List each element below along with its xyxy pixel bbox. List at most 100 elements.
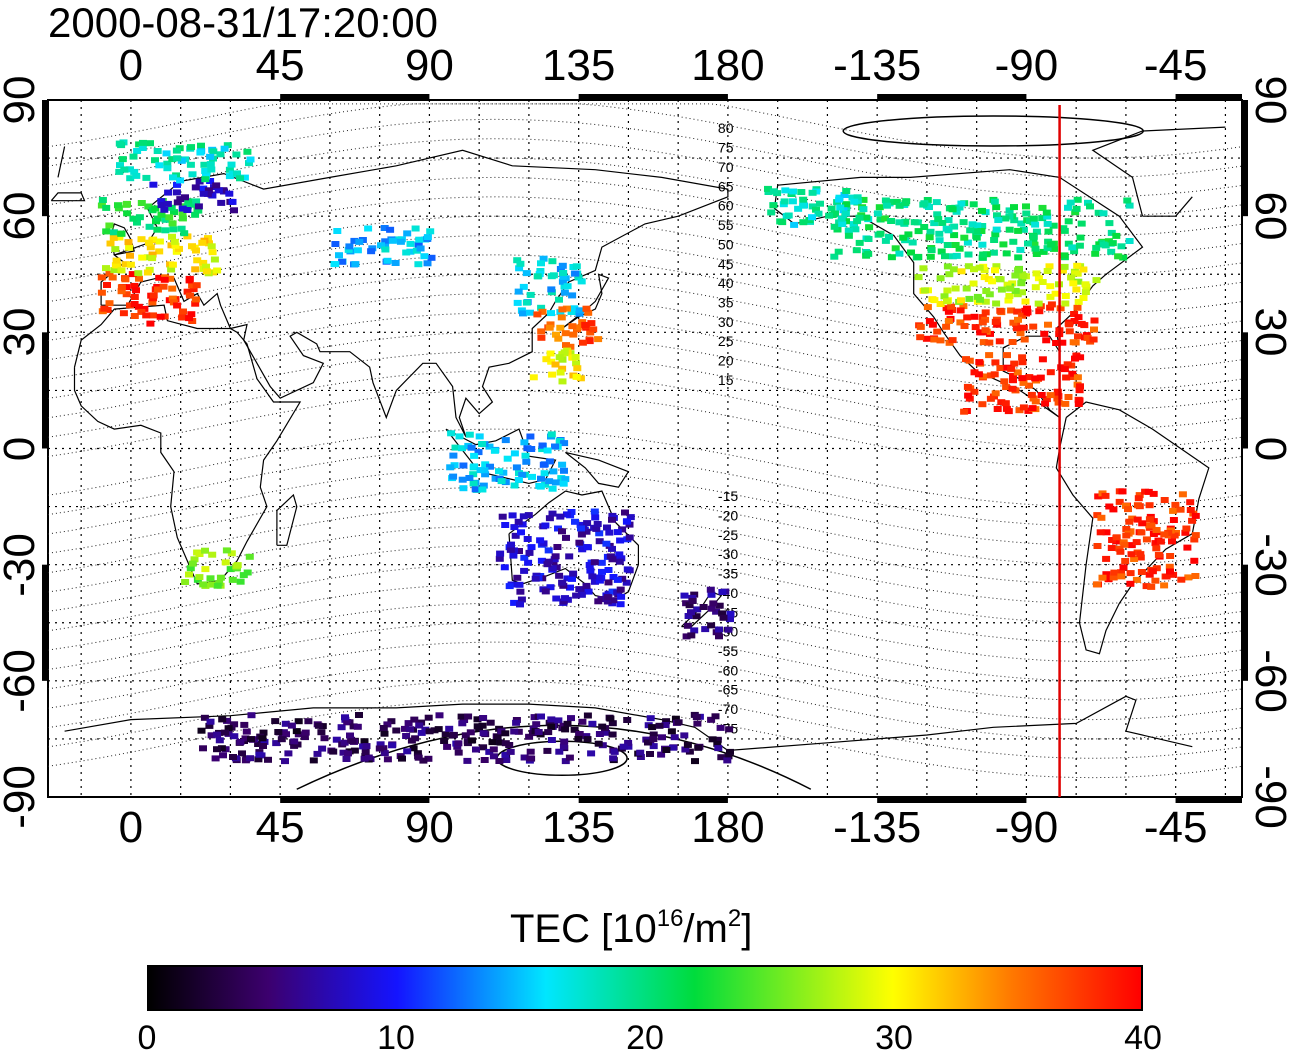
tec-cell <box>609 597 618 604</box>
tec-cell <box>834 248 843 255</box>
tec-cell <box>585 562 594 568</box>
mlat-label: 55 <box>718 217 734 233</box>
tec-cell <box>1068 370 1077 377</box>
tec-cell <box>213 731 222 738</box>
tec-cell <box>681 746 690 753</box>
tec-cell <box>391 260 400 266</box>
tec-cell <box>533 311 542 318</box>
tec-cell <box>1044 228 1053 235</box>
tec-cell <box>116 162 124 169</box>
tec-cell <box>424 755 433 762</box>
tec-cell <box>539 255 548 262</box>
tec-cell <box>563 720 572 727</box>
tec-cell <box>546 321 555 328</box>
tec-cell <box>554 335 563 342</box>
tec-cell <box>572 592 581 599</box>
tec-cell <box>598 568 606 575</box>
tec-cell <box>683 622 692 629</box>
tec-cell <box>206 161 215 168</box>
tec-cell <box>941 253 949 260</box>
tec-cell <box>991 318 1000 325</box>
tec-cell <box>204 187 213 194</box>
tec-cell <box>255 751 264 758</box>
tec-cell <box>480 757 489 763</box>
tec-cell <box>526 748 535 755</box>
tec-cell <box>1169 507 1178 514</box>
tec-cell <box>114 202 122 209</box>
tec-cell <box>561 726 570 733</box>
tec-cell <box>713 736 722 743</box>
tec-cell <box>977 228 986 234</box>
tec-cell <box>808 203 817 210</box>
tec-cell <box>1117 569 1125 576</box>
tec-cell <box>577 525 585 532</box>
tec-cell <box>764 185 772 192</box>
tec-cell <box>568 323 577 330</box>
tec-cell <box>960 408 969 415</box>
tec-cell <box>560 738 569 745</box>
tec-cell <box>595 538 604 545</box>
tec-cell <box>293 741 302 748</box>
tec-cell <box>406 248 415 255</box>
tec-cell <box>1070 318 1079 324</box>
tec-cell <box>1075 397 1084 404</box>
tec-cell <box>501 740 510 747</box>
tec-cell <box>1008 385 1017 392</box>
tec-cell <box>223 142 232 149</box>
tec-cell <box>608 731 617 738</box>
mlat-contour-north-pole <box>842 115 1144 147</box>
tec-cell <box>199 185 208 192</box>
tec-cell <box>1099 210 1108 217</box>
tec-cell <box>1073 304 1082 311</box>
tec-cell <box>230 207 238 214</box>
tec-cell <box>538 308 547 315</box>
tec-cell <box>536 268 545 274</box>
tec-cell <box>411 225 420 232</box>
tec-cell <box>985 339 994 346</box>
tec-cell <box>331 261 340 268</box>
lat-tick-left: 90 <box>0 75 44 125</box>
lat-tick-right: 90 <box>1246 75 1292 125</box>
tec-cell <box>701 626 710 633</box>
tec-cell <box>155 162 164 169</box>
tec-cell <box>997 286 1006 293</box>
tec-cell <box>569 331 578 338</box>
tec-cell <box>168 156 177 163</box>
mlat-label: 20 <box>718 353 734 369</box>
tec-cell <box>105 300 114 307</box>
tec-cell <box>198 239 207 246</box>
tec-cell <box>598 742 607 749</box>
tec-cell <box>685 748 694 755</box>
tec-cell <box>1104 576 1113 583</box>
tec-cell <box>245 553 254 560</box>
tec-cell <box>1034 275 1043 282</box>
tec-cell <box>110 267 119 274</box>
tec-cell <box>1154 551 1163 558</box>
tec-cell <box>558 528 566 535</box>
tec-cell <box>495 468 503 475</box>
tec-cell <box>383 257 392 264</box>
tec-cell <box>547 310 555 317</box>
tec-cell <box>510 524 519 531</box>
tec-cell <box>1117 573 1126 580</box>
tec-cell <box>575 539 584 546</box>
tec-cell <box>1120 541 1129 548</box>
tec-cell <box>157 202 166 209</box>
tec-cell <box>1007 365 1016 372</box>
tec-cell <box>636 749 645 756</box>
tec-cell <box>254 756 263 763</box>
tec-cell <box>574 735 583 742</box>
tec-cell <box>207 166 216 173</box>
tec-cell <box>575 586 584 593</box>
tec-cell <box>546 350 555 357</box>
tec-cell <box>956 307 965 314</box>
tec-cell <box>1125 238 1134 244</box>
tec-cell <box>572 360 581 367</box>
tec-cell <box>375 745 384 752</box>
tec-cell <box>566 584 574 591</box>
tec-cell <box>233 170 241 177</box>
frame-bar-left <box>42 564 47 681</box>
tec-cell <box>555 748 564 755</box>
tec-cell <box>516 601 524 608</box>
tec-cell <box>724 626 733 633</box>
